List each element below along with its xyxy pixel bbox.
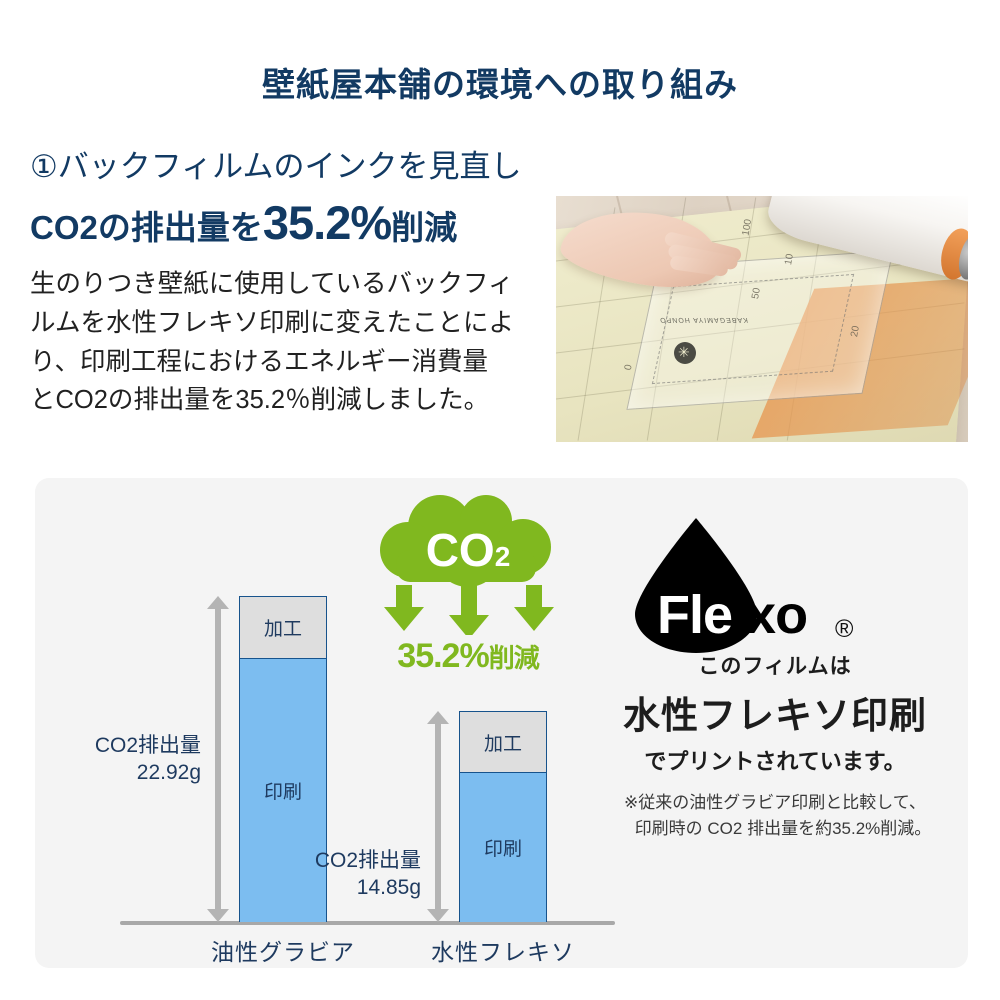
measure-label-title: CO2排出量 [314,849,421,872]
arrow-down-icon [207,909,229,922]
cloud-icon [380,495,551,587]
arrow-shaft [215,607,221,911]
comparison-panel: 加工 印刷 加工 印刷 CO2排出量 22.92g [35,478,968,968]
flexo-word-text: Fle [657,585,733,645]
co2-text: CO [425,524,495,576]
footnote-line-1: ※従来の油性グラビア印刷と比較して、 [624,793,926,812]
bar-oil-gravure: 加工 印刷 [239,596,327,922]
arrow-down-icon [427,909,449,922]
intro-body: 生のりつき壁紙に使用しているバックフィ ルムを水性フレキソ印刷に変えたことによ … [30,265,540,420]
measure-label-water-flexo: CO2排出量 14.85g [271,847,421,902]
measure-arrow-water-flexo [427,711,449,922]
down-arrows-icon [384,585,554,635]
measure-arrow-oil-gravure [207,596,229,922]
co2-bar-chart: 加工 印刷 加工 印刷 CO2排出量 22.92g [35,478,635,968]
co2-label: CO2 [368,523,568,577]
intro-body-line: 生のりつき壁紙に使用しているバックフィ [30,270,514,299]
intro-body-line: ルムを水性フレキソ印刷に変えたことによ [30,308,514,337]
headline-value: 35.2% [262,195,392,249]
brand-logo-icon [674,342,696,364]
co2-reduction-badge: CO2 35.2%削減 [368,495,588,695]
intro-headline: CO2の排出量を 35.2% 削減 [30,195,540,251]
measure-label-value: 22.92g [136,761,201,785]
headline-suffix: 削減 [391,208,458,246]
arrow-shaft [435,722,441,911]
bar-segment-print: 印刷 [240,659,326,922]
measure-label-value: 14.85g [356,876,421,900]
flexo-line-2: 水性フレキソ印刷 [623,695,927,736]
flexo-line-3: でプリントされています。 [644,749,906,774]
ruler-tick: 20 [849,325,862,338]
chart-baseline-axis [120,921,615,925]
category-label-water-flexo: 水性フレキソ [431,939,575,965]
bar-segment-print: 印刷 [460,773,546,922]
intro-body-line: り、印刷工程におけるエネルギー消費量 [30,347,488,376]
page-title: 壁紙屋本舗の環境への取り組み [262,66,738,103]
headline-prefix: CO2の排出量を [30,208,263,246]
bar-segment-process: 加工 [460,712,546,773]
bar-water-flexo: 加工 印刷 [459,711,547,922]
arrow-up-icon [207,596,229,609]
flexo-line-1: このフィルムは [698,655,852,678]
flexo-word-text-outer: xo [746,585,808,645]
ruler-tick: 50 [750,287,763,300]
wallpaper-roll-photo: KABEGAMIYA HONPO 0 50 10 100 20 [556,196,968,442]
ink-drop-icon [635,518,757,653]
co2-subscript: 2 [494,541,511,572]
category-label-oil-gravure: 油性グラビア [211,939,355,965]
footnote-line-2: 印刷時の CO2 排出量を約35.2%削減。 [634,819,932,839]
registered-trademark-icon: ® [835,615,854,643]
flexo-logo: Fle xo ® [595,518,955,653]
co2-reduction-text: 35.2%削減 [362,637,574,676]
flexo-footnote: ※従来の油性グラビア印刷と比較して、 印刷時の CO2 排出量を約35.2%削減… [595,790,955,843]
flexo-info-block: Fle xo ® このフィルムは 水性フレキソ印刷 でプリントされています。 ※… [595,518,955,843]
reduction-value: 35.2% [397,637,489,675]
arrow-up-icon [427,711,449,724]
intro-text-block: ①バックフィルムのインクを見直し CO2の排出量を 35.2% 削減 生のりつき… [30,148,540,420]
reduction-unit: 削減 [488,643,540,673]
intro-lead: ①バックフィルムのインクを見直し [30,149,522,184]
measure-label-title: CO2排出量 [94,734,201,757]
measure-label-oil-gravure: CO2排出量 22.92g [51,732,201,787]
bar-segment-process: 加工 [240,597,326,659]
intro-body-line: とCO2の排出量を35.2％削減しました。 [30,386,490,415]
film-brand-text: KABEGAMIYA HONPO [658,316,749,323]
ruler-tick: 10 [783,253,796,266]
flexo-wordmark: Fle xo [657,585,808,645]
